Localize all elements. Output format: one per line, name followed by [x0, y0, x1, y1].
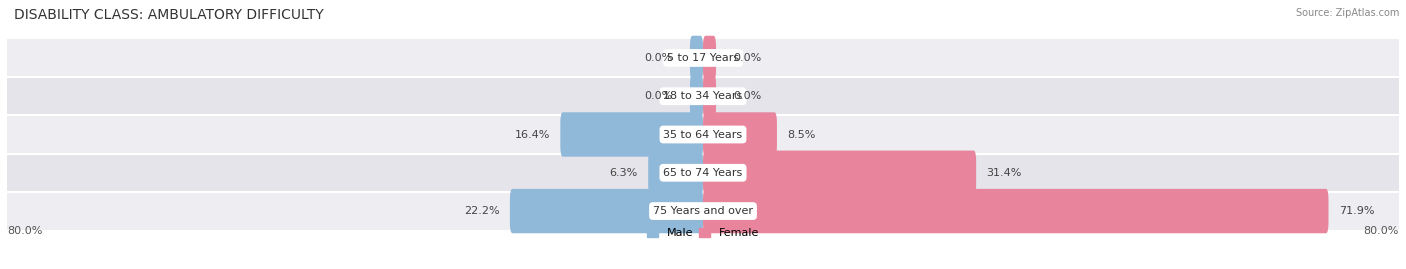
Bar	[7, 154, 1399, 192]
Bar	[7, 115, 1399, 154]
Text: 16.4%: 16.4%	[515, 129, 550, 140]
Text: 0.0%: 0.0%	[644, 53, 672, 63]
Text: 31.4%: 31.4%	[987, 168, 1022, 178]
Text: 0.0%: 0.0%	[734, 53, 762, 63]
Bar	[7, 39, 1399, 77]
Text: DISABILITY CLASS: AMBULATORY DIFFICULTY: DISABILITY CLASS: AMBULATORY DIFFICULTY	[14, 8, 323, 22]
Text: 80.0%: 80.0%	[7, 226, 42, 236]
FancyBboxPatch shape	[690, 36, 703, 80]
Bar	[7, 77, 1399, 115]
Text: 6.3%: 6.3%	[610, 168, 638, 178]
Text: 65 to 74 Years: 65 to 74 Years	[664, 168, 742, 178]
Text: 8.5%: 8.5%	[787, 129, 815, 140]
Legend: Male, Female: Male, Female	[647, 228, 759, 238]
Text: 0.0%: 0.0%	[644, 91, 672, 101]
Text: 35 to 64 Years: 35 to 64 Years	[664, 129, 742, 140]
FancyBboxPatch shape	[703, 74, 716, 118]
FancyBboxPatch shape	[690, 74, 703, 118]
FancyBboxPatch shape	[703, 112, 778, 157]
FancyBboxPatch shape	[703, 36, 716, 80]
Text: 0.0%: 0.0%	[734, 91, 762, 101]
FancyBboxPatch shape	[561, 112, 703, 157]
Text: 71.9%: 71.9%	[1339, 206, 1375, 216]
FancyBboxPatch shape	[703, 189, 1329, 233]
Text: Source: ZipAtlas.com: Source: ZipAtlas.com	[1295, 8, 1399, 18]
FancyBboxPatch shape	[703, 151, 976, 195]
Text: 75 Years and over: 75 Years and over	[652, 206, 754, 216]
FancyBboxPatch shape	[648, 151, 703, 195]
Text: 5 to 17 Years: 5 to 17 Years	[666, 53, 740, 63]
Text: 80.0%: 80.0%	[1364, 226, 1399, 236]
Text: 22.2%: 22.2%	[464, 206, 499, 216]
FancyBboxPatch shape	[510, 189, 703, 233]
Text: 18 to 34 Years: 18 to 34 Years	[664, 91, 742, 101]
Bar	[7, 192, 1399, 230]
